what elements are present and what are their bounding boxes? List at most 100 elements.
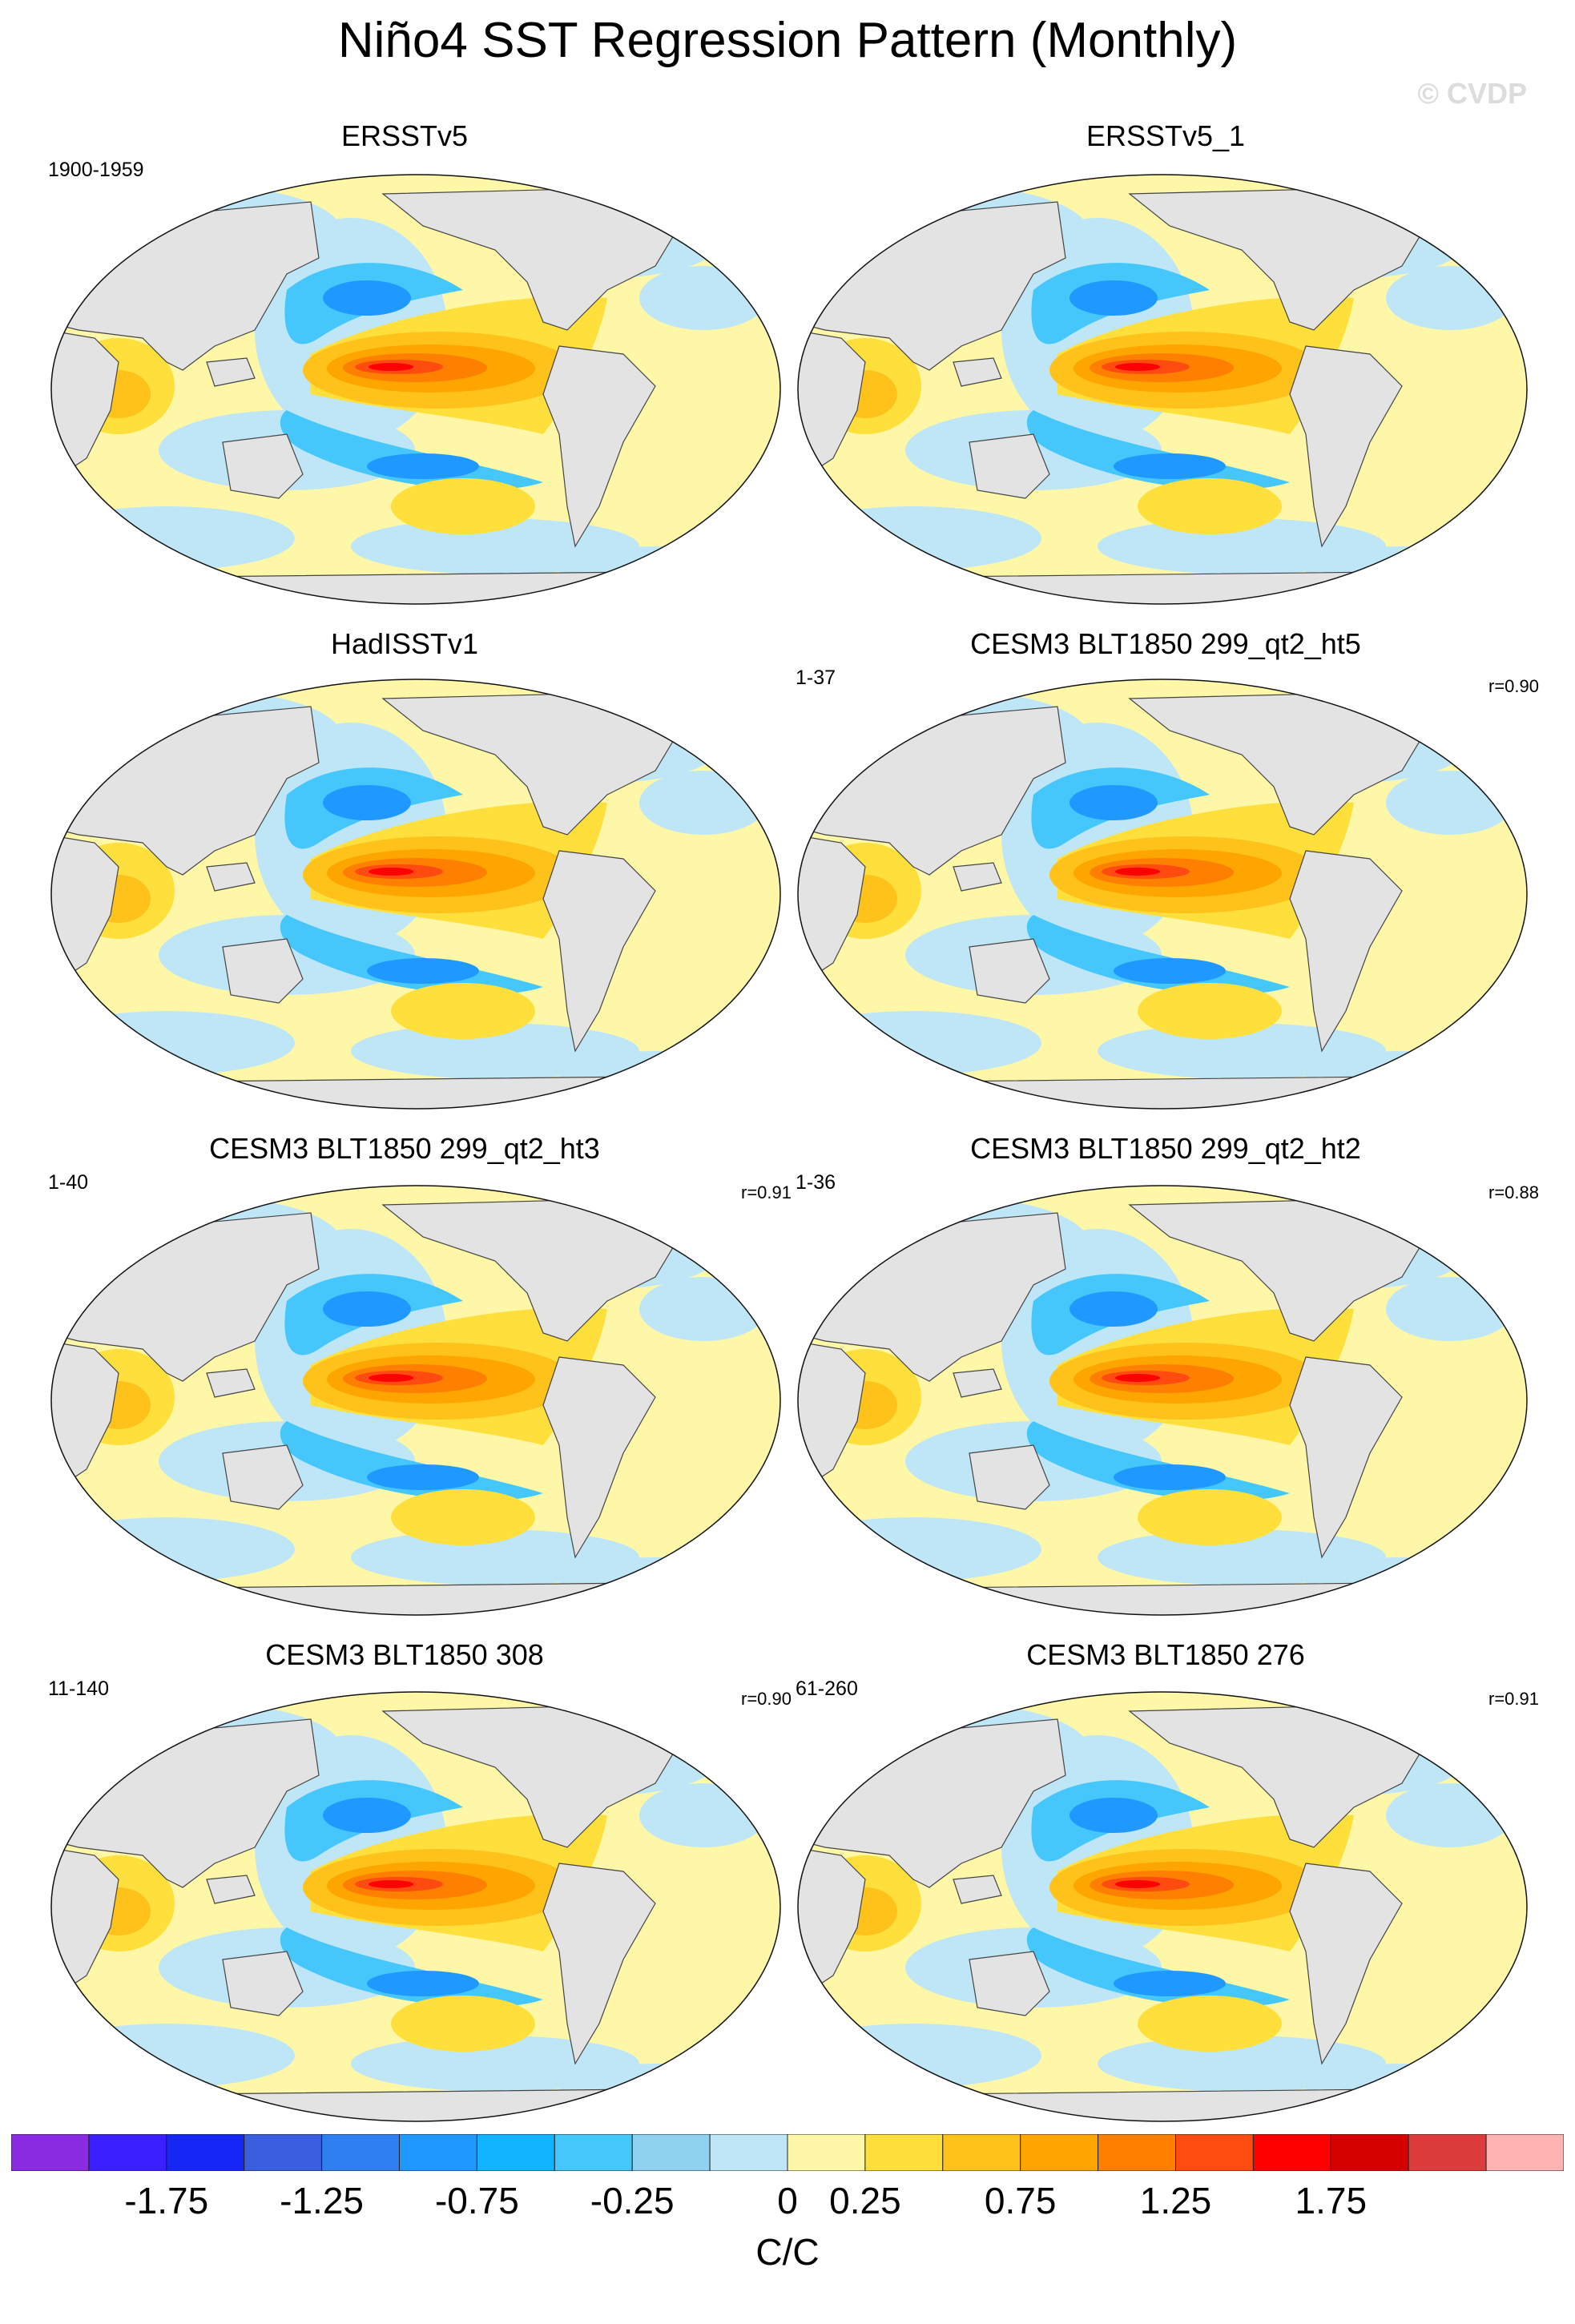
sst-anomaly-positive-peak bbox=[1115, 1880, 1160, 1888]
map-panel-3 bbox=[797, 679, 1528, 1110]
sst-anomaly-negative-weak bbox=[351, 2036, 639, 2092]
panel-title-0: ERSSTv5 bbox=[340, 119, 469, 152]
colorbar-tick-label: 1.75 bbox=[1295, 2180, 1368, 2221]
sst-anomaly-positive-peak bbox=[369, 363, 413, 371]
map-border bbox=[797, 1185, 1528, 1616]
map-border bbox=[50, 174, 781, 605]
sst-anomaly-negative-core bbox=[367, 1464, 479, 1490]
colorbar-swatch bbox=[1485, 2134, 1564, 2171]
panel-title-7: CESM3 BLT1850 276 bbox=[1026, 1638, 1305, 1671]
map-panel-6 bbox=[50, 1691, 781, 2122]
map-border bbox=[50, 679, 781, 1110]
sst-anomaly-negative-weak bbox=[1098, 1023, 1386, 1079]
sst-anomaly-negative-weak bbox=[1306, 2064, 1498, 2112]
panel-years-6: 11-140 bbox=[48, 1678, 109, 1700]
land-mass bbox=[969, 433, 1050, 499]
sst-anomaly-negative-weak bbox=[351, 1529, 639, 1585]
sst-anomaly-positive-peak bbox=[1115, 363, 1160, 371]
map-panel-4 bbox=[50, 1185, 781, 1616]
colorbar-swatch bbox=[554, 2134, 633, 2171]
sst-anomaly-negative-core bbox=[367, 958, 479, 984]
sst-anomaly-positive-south-pacific bbox=[1138, 1489, 1282, 1545]
sst-anomaly-negative-south bbox=[1026, 1421, 1290, 1501]
sst-anomaly-negative-weak bbox=[1306, 546, 1498, 594]
land-mass bbox=[542, 1863, 656, 2065]
panel-title-5: CESM3 BLT1850 299_qt2_ht2 bbox=[970, 1132, 1361, 1165]
sst-anomaly-negative-core bbox=[1114, 453, 1226, 479]
map-border bbox=[797, 174, 1528, 605]
sst-anomaly-negative-core bbox=[323, 280, 411, 316]
map-panel-7 bbox=[797, 1691, 1528, 2122]
colorbar-tick-label: 0 bbox=[777, 2180, 798, 2221]
land-mass bbox=[51, 570, 780, 604]
sst-anomaly-negative-weak bbox=[798, 506, 1041, 570]
colorbar-tick-label: -0.75 bbox=[434, 2180, 519, 2221]
colorbar-swatch bbox=[321, 2134, 401, 2171]
map-panel-2 bbox=[50, 679, 781, 1110]
map-border bbox=[50, 1185, 781, 1616]
land-mass bbox=[798, 1581, 1527, 1615]
land-mass bbox=[953, 357, 1002, 387]
sst-anomaly-negative-core bbox=[367, 453, 479, 479]
sst-anomaly-negative-weak bbox=[351, 1023, 639, 1079]
colorbar-swatch bbox=[787, 2134, 866, 2171]
sst-anomaly-positive-south-pacific bbox=[391, 983, 535, 1039]
panel-corr-6: r=0.90 bbox=[741, 1689, 792, 1709]
sst-anomaly-positive-south-pacific bbox=[391, 1996, 535, 2052]
sst-anomaly-negative-weak bbox=[798, 2024, 1041, 2088]
sst-anomaly-negative-core bbox=[1069, 785, 1158, 820]
land-mass bbox=[51, 1581, 780, 1615]
sst-anomaly-negative-weak bbox=[1098, 518, 1386, 574]
sst-anomaly-negative-south bbox=[280, 915, 543, 995]
sst-anomaly-negative-weak bbox=[639, 771, 767, 835]
land-mass bbox=[206, 862, 256, 892]
panel-corr-5: r=0.88 bbox=[1488, 1182, 1539, 1202]
sst-anomaly-negative-core bbox=[1114, 1971, 1226, 1996]
colorbar-swatch bbox=[631, 2134, 711, 2171]
panel-years-7: 61-260 bbox=[796, 1678, 858, 1700]
colorbar-tick-label: 1.25 bbox=[1139, 2180, 1212, 2221]
land-mass bbox=[51, 1340, 119, 1486]
sst-anomaly-negative-weak bbox=[351, 518, 639, 574]
land-mass bbox=[51, 2087, 780, 2121]
copyright-label: © CVDP bbox=[1417, 77, 1527, 110]
sst-anomaly-negative-core bbox=[323, 785, 411, 820]
figure-title: Niño4 SST Regression Pattern (Monthly) bbox=[337, 13, 1238, 68]
panel-years-0: 1900-1959 bbox=[48, 159, 144, 181]
colorbar-tick-label: 0.75 bbox=[984, 2180, 1057, 2221]
colorbar-swatch bbox=[1020, 2134, 1099, 2171]
land-mass bbox=[798, 1847, 866, 1992]
map-border bbox=[797, 679, 1528, 1110]
sst-anomaly-negative-weak bbox=[639, 1783, 767, 1847]
sst-anomaly-negative-weak bbox=[559, 2064, 751, 2112]
map-border bbox=[50, 1691, 781, 2122]
sst-anomaly-negative-weak bbox=[1306, 1051, 1498, 1099]
panel-corr-7: r=0.91 bbox=[1488, 1689, 1539, 1709]
land-mass bbox=[542, 850, 656, 1053]
panel-years-4: 1-40 bbox=[48, 1171, 89, 1194]
land-mass bbox=[1289, 345, 1403, 548]
land-mass bbox=[222, 1951, 304, 2016]
land-mass bbox=[51, 1847, 119, 1992]
map-panel-5 bbox=[797, 1185, 1528, 1616]
land-mass bbox=[1289, 1863, 1403, 2065]
land-mass bbox=[1289, 1356, 1403, 1559]
sst-anomaly-negative-south bbox=[280, 410, 543, 490]
land-mass bbox=[222, 433, 304, 499]
sst-anomaly-negative-core bbox=[1069, 1291, 1158, 1327]
panel-title-1: ERSSTv5_1 bbox=[1086, 119, 1246, 152]
colorbar-swatch bbox=[1408, 2134, 1487, 2171]
sst-anomaly-negative-weak bbox=[51, 506, 295, 570]
colorbar-swatch bbox=[864, 2134, 944, 2171]
colorbar bbox=[11, 2134, 1564, 2171]
colorbar-tick-label: -1.75 bbox=[124, 2180, 209, 2221]
panel-title-2: HadISSTv1 bbox=[330, 627, 479, 660]
sst-anomaly-negative-weak bbox=[798, 1517, 1041, 1581]
sst-anomaly-negative-weak bbox=[1098, 1529, 1386, 1585]
land-mass bbox=[542, 345, 656, 548]
land-mass bbox=[206, 357, 256, 387]
land-mass bbox=[969, 938, 1050, 1004]
colorbar-swatch bbox=[942, 2134, 1021, 2171]
sst-anomaly-negative-weak bbox=[51, 1011, 295, 1075]
colorbar-swatch bbox=[709, 2134, 788, 2171]
